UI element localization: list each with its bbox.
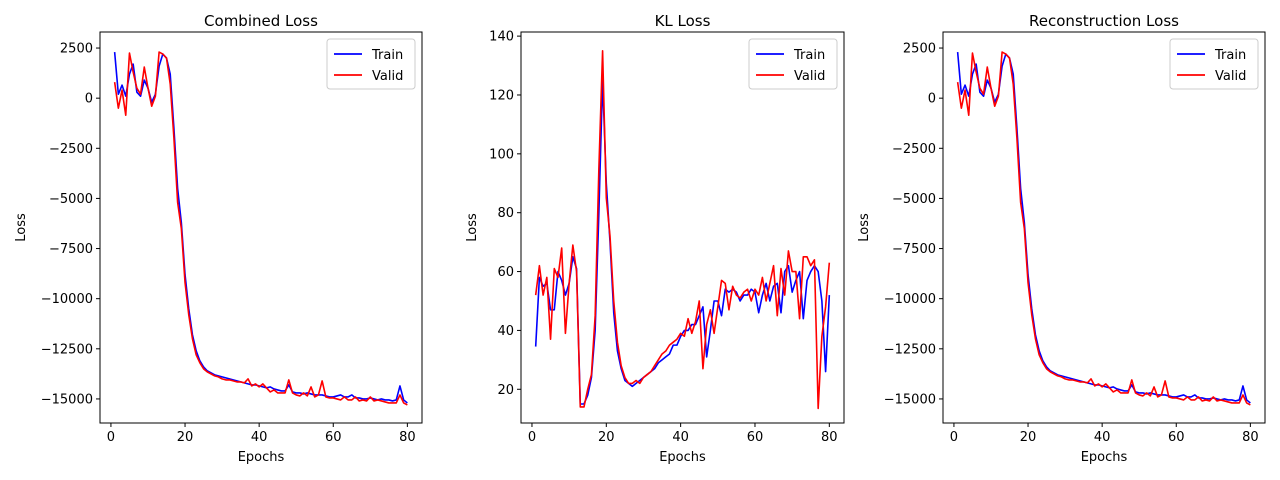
y-tick-label: −15000 (884, 392, 936, 407)
chart-title: Reconstruction Loss (1029, 12, 1179, 30)
y-tick-label: 0 (928, 92, 936, 107)
x-tick-label: 80 (821, 430, 838, 445)
y-tick-label: −2500 (892, 142, 936, 157)
x-tick-label: 60 (747, 430, 764, 445)
x-axis-label: Epochs (659, 450, 706, 465)
legend-box (326, 38, 416, 90)
y-tick-label: −10000 (41, 292, 93, 307)
y-tick-label: 2500 (903, 42, 936, 57)
y-tick-label: −7500 (49, 242, 93, 257)
series-line-valid (534, 50, 831, 410)
series-line-valid (113, 51, 408, 406)
chart-panel-0: Combined Loss 0 20 40 60 80 2500 0 −2500 −5000 −75… (14, 12, 423, 465)
x-tick-label: 0 (528, 430, 536, 445)
legend: Train Valid (748, 38, 838, 90)
chart-title: KL Loss (655, 12, 711, 30)
y-tick-label: −10000 (884, 292, 936, 307)
legend: Train Valid (326, 38, 416, 90)
x-tick-label: 0 (950, 430, 958, 445)
x-tick-label: 80 (399, 430, 416, 445)
y-tick-label: −2500 (49, 142, 93, 157)
chart-panel-1: KL Loss 0 20 40 60 80 20 40 60 80 100 120 140 Epochs L… (465, 12, 845, 465)
x-tick-label: 20 (177, 430, 194, 445)
x-tick-label: 40 (672, 430, 689, 445)
x-tick-label: 0 (107, 430, 115, 445)
chart-title: Combined Loss (204, 12, 318, 30)
y-tick-label: −12500 (41, 342, 93, 357)
axes-frame (520, 31, 845, 424)
y-tick-label: 140 (489, 30, 514, 45)
x-tick-label: 20 (1020, 430, 1037, 445)
y-tick-label: 0 (85, 92, 93, 107)
legend-label-train: Train (1214, 48, 1246, 63)
y-tick-label: 20 (497, 383, 514, 398)
chart-panel-2: Reconstruction Loss 0 20 40 60 80 2500 0 −2500 −5… (857, 12, 1266, 465)
legend-label-valid: Valid (1215, 69, 1246, 84)
legend-box (748, 38, 838, 90)
y-tick-label: −15000 (41, 392, 93, 407)
axes-frame (942, 31, 1266, 424)
legend-label-valid: Valid (794, 69, 825, 84)
axes-frame (99, 31, 423, 424)
legend-label-train: Train (371, 48, 403, 63)
x-tick-label: 40 (251, 430, 268, 445)
y-axis-label: Loss (465, 213, 480, 242)
y-tick-label: −5000 (892, 192, 936, 207)
y-tick-label: 40 (497, 324, 514, 339)
legend-box (1169, 38, 1259, 90)
x-tick-label: 80 (1242, 430, 1259, 445)
y-tick-label: −5000 (49, 192, 93, 207)
y-tick-label: 2500 (60, 42, 93, 57)
y-tick-label: −12500 (884, 342, 936, 357)
x-axis-label: Epochs (238, 450, 285, 465)
legend-label-train: Train (793, 48, 825, 63)
y-axis-label: Loss (14, 213, 29, 242)
legend-label-valid: Valid (372, 69, 403, 84)
x-axis-label: Epochs (1081, 450, 1128, 465)
y-tick-label: −7500 (892, 242, 936, 257)
x-tick-label: 60 (325, 430, 342, 445)
y-tick-label: 120 (489, 88, 514, 103)
x-tick-label: 20 (598, 430, 615, 445)
y-tick-label: 100 (489, 147, 514, 162)
y-axis-label: Loss (857, 213, 872, 242)
legend: Train Valid (1169, 38, 1259, 90)
x-tick-label: 60 (1168, 430, 1185, 445)
y-tick-label: 80 (497, 206, 514, 221)
series-line-valid (956, 51, 1251, 406)
x-tick-label: 40 (1094, 430, 1111, 445)
y-tick-label: 60 (497, 265, 514, 280)
